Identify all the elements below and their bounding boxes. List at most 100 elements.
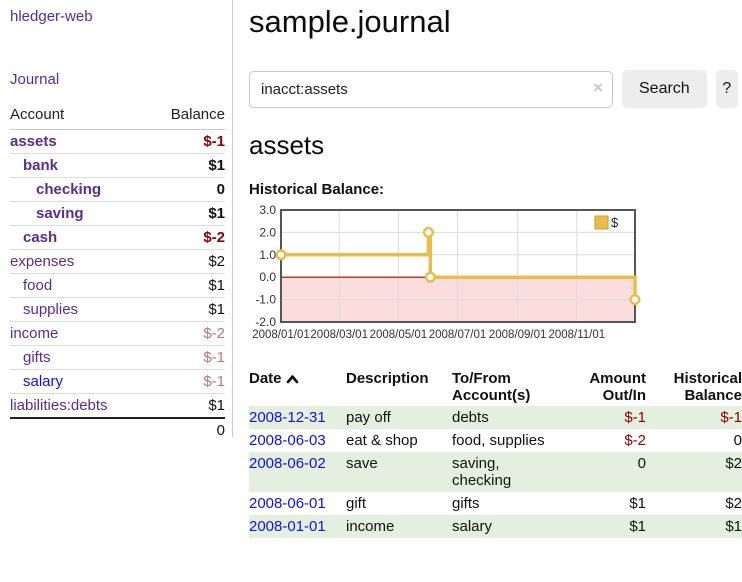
cell-description: income [346,518,395,535]
app-title-link[interactable]: hledger-web [10,8,93,25]
account-link[interactable]: gifts [23,349,51,366]
cell-date: 2008-06-01 [249,492,346,515]
account-row: bank $1 [10,153,225,178]
account-link[interactable]: bank [23,157,59,174]
register-header-amount: Amount Out/In [589,370,646,404]
account-row: liabilities:debts $1 [10,394,225,419]
accounts-total-row: 0 [10,417,225,442]
account-link[interactable]: income [10,325,59,342]
cell-balance: 0 [733,432,742,449]
cell-date: 2008-06-02 [249,452,346,492]
account-balance: $1 [148,153,225,178]
svg-text:2.0: 2.0 [259,225,276,239]
register-header-accounts: To/From Account(s) [452,370,531,404]
cell-amount: 0 [637,455,646,472]
cell-accounts: food, supplies [452,432,545,449]
account-link[interactable]: saving [36,205,84,222]
main-content: sample.journal × Search ? assets Histori… [233,0,742,538]
account-balance: $-2 [148,321,225,346]
account-row: income $-2 [10,321,225,346]
account-balance: $1 [208,397,225,414]
svg-text:2008/11/01: 2008/11/01 [548,329,605,341]
account-balance: $1 [148,201,225,226]
transaction-date-link[interactable]: 2008-12-31 [249,409,326,426]
account-link[interactable]: assets [10,133,57,150]
search-button[interactable]: Search [622,70,707,108]
cell-accounts: saving, checking [452,455,512,489]
cell-description: gift [346,495,367,512]
register-header-description: Description [346,370,429,387]
account-link[interactable]: cash [23,229,58,246]
account-balance: $1 [148,297,225,322]
sort-asc-icon [286,375,298,384]
help-button[interactable]: ? [715,70,738,108]
clear-search-icon[interactable]: × [593,77,603,97]
accounts-header-account: Account [10,102,149,130]
cell-description: pay off [346,409,391,426]
account-link[interactable]: food [23,277,53,294]
transaction-date-link[interactable]: 2008-01-01 [249,518,326,535]
cell-balance: $2 [725,455,742,472]
account-row: checking 0 [10,177,225,202]
account-heading: assets [249,130,325,160]
account-row: assets $-1 [10,129,225,154]
account-balance: $-1 [148,369,225,394]
cell-date: 2008-06-03 [249,429,346,452]
accounts-header-balance: Balance [148,102,225,130]
svg-text:2008/01/01: 2008/01/01 [252,329,310,341]
account-balance: $-2 [148,225,225,250]
account-row: supplies $1 [10,297,225,322]
cell-description: save [346,455,378,472]
cell-balance: $2 [725,495,742,512]
journal-link[interactable]: Journal [10,71,60,88]
register-header-date: Date [249,368,346,406]
search-form: × Search ? [249,70,738,108]
cell-accounts: debts [452,409,489,426]
balance-chart: 2008/01/01 2008/03/01 2008/05/01 2008/07/01… [249,203,738,348]
register-row: 2008-06-01 gift gifts $1 $2 [249,492,742,515]
chart-title: Historical Balance: [249,181,385,198]
account-row: food $1 [10,273,225,298]
register-header-balance: Historical Balance [673,370,742,404]
register-row: 2008-06-03 eat & shop food, supplies $-2 0 [249,429,742,452]
account-row: saving $1 [10,201,225,226]
account-balance: $1 [148,273,225,298]
page-title: sample.journal [249,4,451,39]
accounts-table-body: assets $-1 bank $1 checking 0 saving $1 cash $-2 e… [10,129,225,419]
transaction-date-link[interactable]: 2008-06-03 [249,432,326,449]
transaction-date-link[interactable]: 2008-06-01 [249,495,326,512]
cell-balance: $1 [725,518,742,535]
cell-amount: $1 [629,495,646,512]
account-link[interactable]: supplies [23,301,79,318]
register-row: 2008-01-01 income salary $1 $1 [249,515,742,538]
svg-text:2008/05/01: 2008/05/01 [370,329,428,341]
cell-date: 2008-01-01 [249,515,346,538]
account-link[interactable]: salary [23,373,64,390]
svg-text:$: $ [611,215,619,230]
svg-text:0.0: 0.0 [259,270,276,284]
account-link[interactable]: expenses [10,253,75,270]
register-row: 2008-12-31 pay off debts $-1 $-1 [249,406,742,429]
cell-date: 2008-12-31 [249,406,346,429]
svg-text:3.0: 3.0 [259,204,276,217]
register-row: 2008-06-02 save saving, checking 0 $2 [249,452,742,492]
account-link[interactable]: liabilities:debts [10,397,108,414]
account-balance: 0 [148,177,225,202]
search-input[interactable] [249,70,613,108]
cell-description: eat & shop [346,432,418,449]
account-balance: $2 [148,249,225,274]
cell-balance: $-1 [720,409,742,426]
accounts-total-balance: 0 [148,417,225,442]
cell-accounts: gifts [452,495,480,512]
account-row: gifts $-1 [10,345,225,370]
account-link[interactable]: checking [36,181,102,198]
register-table: Date Description To/From Account(s) Amou… [249,368,742,538]
register-body: 2008-12-31 pay off debts $-1 $-1 2008-06-03 ea… [249,406,742,538]
svg-text:1.0: 1.0 [259,248,276,262]
account-balance: $-1 [148,129,225,154]
transaction-date-link[interactable]: 2008-06-02 [249,455,326,472]
account-row: cash $-2 [10,225,225,250]
cell-accounts: salary [452,518,493,535]
account-balance: $-1 [148,345,225,370]
searchbox: × [249,70,613,108]
